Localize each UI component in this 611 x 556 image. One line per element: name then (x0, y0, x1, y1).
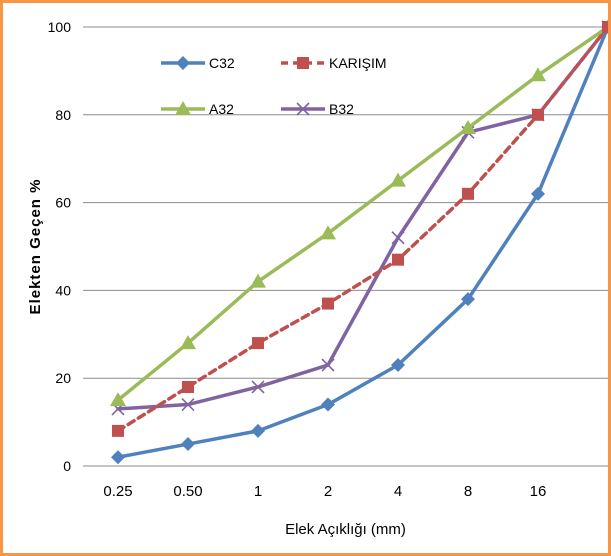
series-a32 (110, 19, 608, 407)
data-point (321, 358, 335, 372)
data-point (181, 397, 195, 412)
data-point (460, 119, 476, 134)
data-point (530, 67, 546, 82)
y-tick-label: 60 (55, 195, 71, 211)
series-karişim (112, 21, 608, 437)
x-axis-label: Elek Açıklığı (mm) (285, 521, 406, 538)
data-point (462, 187, 474, 200)
data-point (320, 225, 336, 240)
y-axis-ticks: 0 20 40 60 80 100 (48, 19, 72, 474)
x-tick-label: 16 (530, 483, 547, 500)
data-point (392, 253, 404, 266)
legend-label: B32 (329, 101, 354, 117)
legend-item: A32 (161, 101, 234, 117)
line-chart: 0 20 40 60 80 100 0.25 0.50 1 2 4 8 16 Elek Açıklığ… (27, 19, 608, 538)
data-point (176, 56, 190, 70)
data-point (175, 101, 191, 115)
y-tick-label: 80 (55, 107, 71, 123)
x-tick-label: 0.25 (103, 483, 132, 500)
data-point (531, 186, 545, 201)
legend-item: B32 (281, 101, 354, 117)
y-tick-label: 0 (63, 458, 71, 474)
data-point (296, 102, 310, 116)
y-axis-label: Elekten Geçen % (27, 179, 44, 315)
x-tick-label: 0.50 (173, 483, 202, 500)
data-point (602, 21, 608, 33)
x-tick-label: 2 (324, 483, 332, 500)
data-point (252, 337, 264, 350)
data-point (112, 424, 124, 437)
series-c32 (111, 20, 608, 465)
series-line (116, 25, 608, 459)
legend-label: KARIŞIM (329, 55, 387, 71)
data-point (250, 273, 266, 288)
data-point (391, 231, 405, 245)
data-point (251, 380, 265, 394)
data-point (111, 450, 125, 465)
data-point (461, 292, 475, 307)
legend-item: C32 (161, 55, 235, 71)
series-line (116, 25, 608, 402)
gridlines (83, 26, 608, 379)
legend-label: A32 (209, 101, 234, 117)
series-lines (110, 19, 608, 465)
legend-item: KARIŞIM (281, 55, 387, 71)
y-tick-label: 40 (55, 282, 71, 298)
data-point (110, 392, 126, 407)
x-tick-label: 1 (254, 483, 262, 500)
data-point (251, 423, 265, 438)
data-point (297, 57, 309, 69)
data-point (391, 358, 405, 373)
series-line (116, 25, 608, 411)
y-tick-label: 100 (48, 19, 72, 35)
data-point (532, 108, 544, 121)
x-tick-label: 8 (464, 483, 472, 500)
x-tick-label: 4 (394, 483, 402, 500)
data-point (322, 297, 334, 310)
data-point (390, 172, 406, 187)
data-point (181, 437, 195, 452)
y-tick-label: 20 (55, 370, 71, 386)
data-point (180, 335, 196, 350)
x-axis-ticks: 0.25 0.50 1 2 4 8 16 (103, 483, 546, 500)
legend-label: C32 (209, 55, 235, 71)
series-line (116, 25, 608, 433)
legend: C32 KARIŞIM A32 B32 (161, 55, 387, 117)
data-point (182, 380, 194, 393)
data-point (321, 397, 335, 412)
